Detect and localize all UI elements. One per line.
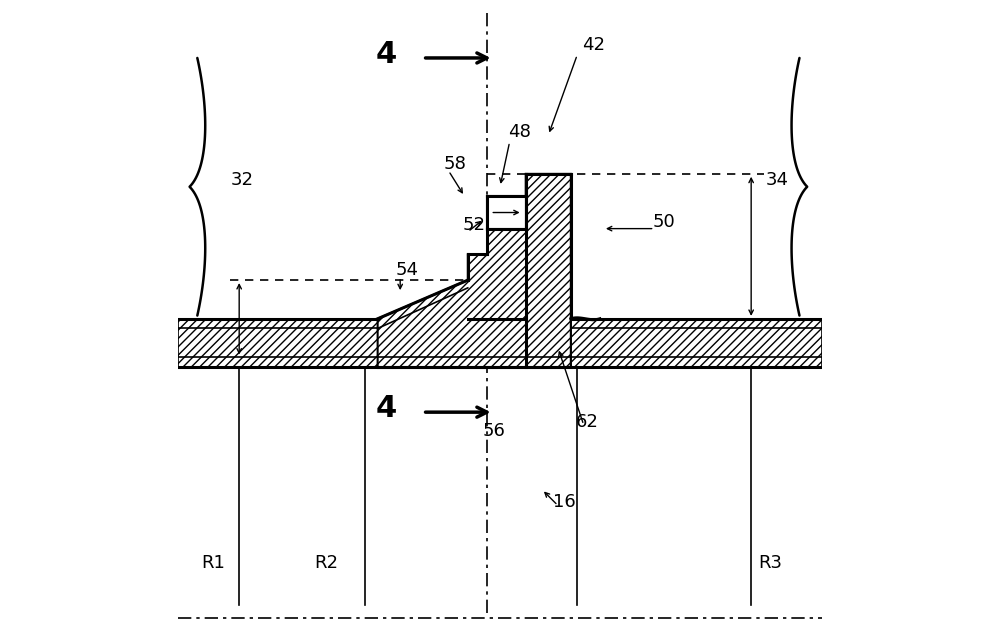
Text: 62: 62: [576, 413, 598, 431]
Text: R1: R1: [201, 554, 225, 573]
Text: R2: R2: [314, 554, 338, 573]
Polygon shape: [571, 319, 822, 367]
Text: 52: 52: [463, 216, 486, 234]
Text: 34: 34: [765, 171, 788, 189]
Text: 32: 32: [231, 171, 254, 189]
Text: 16: 16: [553, 493, 576, 511]
Text: 50: 50: [653, 213, 676, 231]
Polygon shape: [487, 196, 526, 229]
Text: 48: 48: [508, 123, 531, 141]
Text: 56: 56: [482, 422, 505, 440]
Text: 42: 42: [582, 36, 605, 54]
Text: 58: 58: [443, 155, 466, 173]
Text: 4: 4: [376, 40, 397, 70]
Polygon shape: [178, 319, 378, 367]
Polygon shape: [378, 174, 571, 367]
Text: 54: 54: [395, 261, 418, 279]
Text: R3: R3: [758, 554, 782, 573]
Text: 4: 4: [376, 394, 397, 424]
